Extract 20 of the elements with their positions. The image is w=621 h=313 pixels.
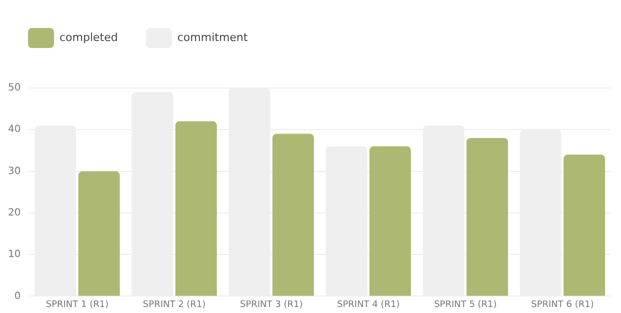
x-tick-label: SPRINT 2 (R1) (142, 300, 206, 310)
x-tick-label: SPRINT 5 (R1) (434, 300, 497, 310)
x-tick-label: SPRINT 4 (R1) (337, 300, 400, 310)
y-tick-label: 30 (8, 166, 21, 177)
x-tick-label: SPRINT 1 (R1) (46, 300, 109, 310)
bar (564, 154, 606, 296)
y-tick-label: 50 (8, 82, 21, 94)
bar (466, 138, 508, 296)
y-tick-label: 0 (14, 290, 21, 302)
y-tick-label: 20 (8, 208, 21, 219)
bar (369, 146, 411, 296)
bar (78, 171, 120, 296)
legend-label: completed (60, 30, 118, 44)
y-tick-label: 40 (8, 124, 21, 136)
legend-label: commitment (177, 30, 248, 44)
bar (272, 134, 314, 296)
bar (175, 121, 217, 296)
y-tick-label: 10 (8, 249, 21, 260)
x-tick-label: SPRINT 6 (R1) (531, 300, 594, 310)
x-tick-label: SPRINT 3 (R1) (240, 300, 303, 310)
